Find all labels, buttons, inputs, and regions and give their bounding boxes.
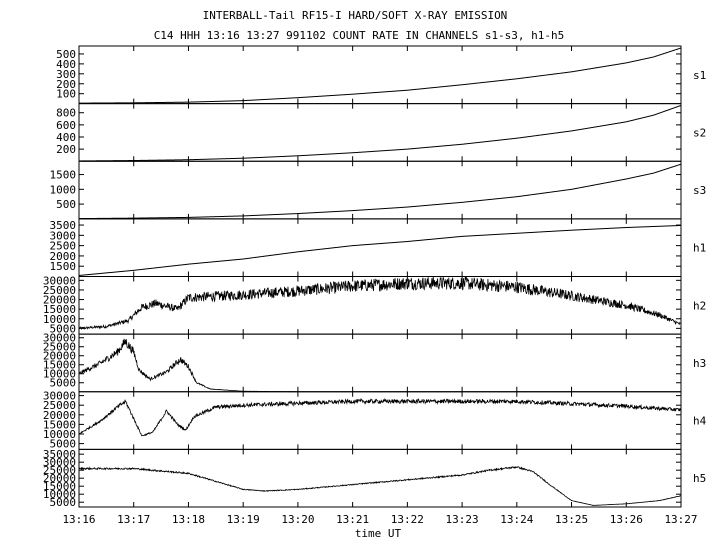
series-line-h4 [78,397,682,437]
y-tick-label-h2-0: 5000 [50,322,77,335]
y-tick-label-s2-2: 600 [56,119,76,132]
x-tick-label-0: 13:16 [62,513,95,526]
x-tick-label-8: 13:24 [500,513,533,526]
y-tick-label-h4-4: 25000 [43,399,76,412]
panel-frame-s1 [78,45,682,105]
y-tick-label-h5-3: 20000 [43,472,76,485]
panel-label-h1: h1 [693,242,706,255]
y-tick-label-h5-6: 35000 [43,448,76,461]
y-tick-label-s3-2: 1500 [50,169,77,182]
y-tick-label-h2-2: 15000 [43,303,76,316]
panel-frame-s3 [78,160,682,220]
y-tick-label-h5-2: 15000 [43,480,76,493]
y-tick-label-h4-0: 5000 [50,438,77,451]
y-tick-label-s1-3: 400 [56,58,76,71]
y-tick-label-h3-0: 5000 [50,377,77,390]
series-line-h2 [78,276,682,331]
series-line-s2 [78,104,682,162]
chart-title: INTERBALL-Tail RF15-I HARD/SOFT X-RAY EM… [203,9,508,22]
y-tick-label-h1-1: 2000 [50,250,77,263]
y-tick-label-h3-2: 15000 [43,359,76,372]
panel-frame-h5 [78,448,682,508]
x-tick-label-9: 13:25 [555,513,588,526]
y-tick-label-h2-5: 30000 [43,274,76,287]
panel-label-s1: s1 [693,69,706,82]
y-tick-label-h3-5: 30000 [43,332,76,345]
y-tick-label-s1-1: 200 [56,78,76,91]
y-tick-label-h1-2: 2500 [50,240,77,253]
y-tick-label-h4-5: 30000 [43,390,76,403]
y-tick-label-h1-3: 3000 [50,229,77,242]
y-tick-label-h5-0: 5000 [50,496,77,509]
y-tick-label-h5-1: 10000 [43,488,76,501]
x-tick-label-3: 13:19 [227,513,260,526]
x-tick-label-5: 13:21 [336,513,369,526]
y-tick-label-h2-4: 25000 [43,284,76,297]
y-tick-label-h1-4: 3500 [50,219,77,232]
panel-label-s2: s2 [693,126,706,139]
y-tick-label-h4-3: 20000 [43,409,76,422]
y-tick-label-s1-0: 100 [56,88,76,101]
y-tick-label-h2-3: 20000 [43,294,76,307]
panel-label-s3: s3 [693,184,706,197]
panel-label-h5: h5 [693,472,706,485]
y-tick-label-s3-0: 500 [56,198,76,211]
x-tick-label-7: 13:23 [446,513,479,526]
x-axis-label: time UT [355,527,402,540]
panel-frame-h3 [78,333,682,393]
y-tick-label-s2-3: 800 [56,107,76,120]
y-tick-label-h4-1: 10000 [43,428,76,441]
panel-frame-h1 [78,218,682,277]
y-tick-label-s2-1: 400 [56,131,76,144]
panel-frame-s2 [78,103,682,162]
panel-frame-h4 [78,391,682,450]
y-tick-label-h5-5: 30000 [43,456,76,469]
y-tick-label-h5-4: 25000 [43,464,76,477]
x-tick-label-2: 13:18 [172,513,205,526]
y-tick-label-s3-1: 1000 [50,183,77,196]
x-tick-label-4: 13:20 [281,513,314,526]
series-line-h5 [78,466,682,506]
series-line-s3 [79,163,682,220]
x-tick-label-1: 13:17 [117,513,150,526]
y-tick-label-h1-0: 1500 [50,260,77,273]
y-tick-label-s1-2: 300 [56,68,76,81]
y-tick-label-s1-4: 500 [56,48,76,61]
chart-subtitle: C14 HHH 13:16 13:27 991102 COUNT RATE IN… [154,29,565,42]
y-tick-label-h4-2: 15000 [43,418,76,431]
x-tick-label-10: 13:26 [610,513,643,526]
panel-label-h2: h2 [693,299,706,312]
x-tick-label-6: 13:22 [391,513,424,526]
series-line-h3 [78,338,681,393]
panel-label-h4: h4 [693,415,707,428]
series-line-s1 [79,47,682,104]
panel-label-h3: h3 [693,357,706,370]
y-tick-label-h3-3: 20000 [43,350,76,363]
panels-layer: 100200300400500s1200400600800s2500100015… [43,45,707,509]
y-tick-label-h2-1: 10000 [43,313,76,326]
y-tick-label-h3-4: 25000 [43,341,76,354]
x-tick-label-11: 13:27 [664,513,697,526]
y-tick-label-s2-0: 200 [56,143,76,156]
y-tick-label-h3-1: 10000 [43,368,76,381]
series-line-h1 [78,224,682,276]
x-axis: 13:16 13:17 13:18 13:19 13:20 13:21 13:22 13:23… [62,46,698,526]
